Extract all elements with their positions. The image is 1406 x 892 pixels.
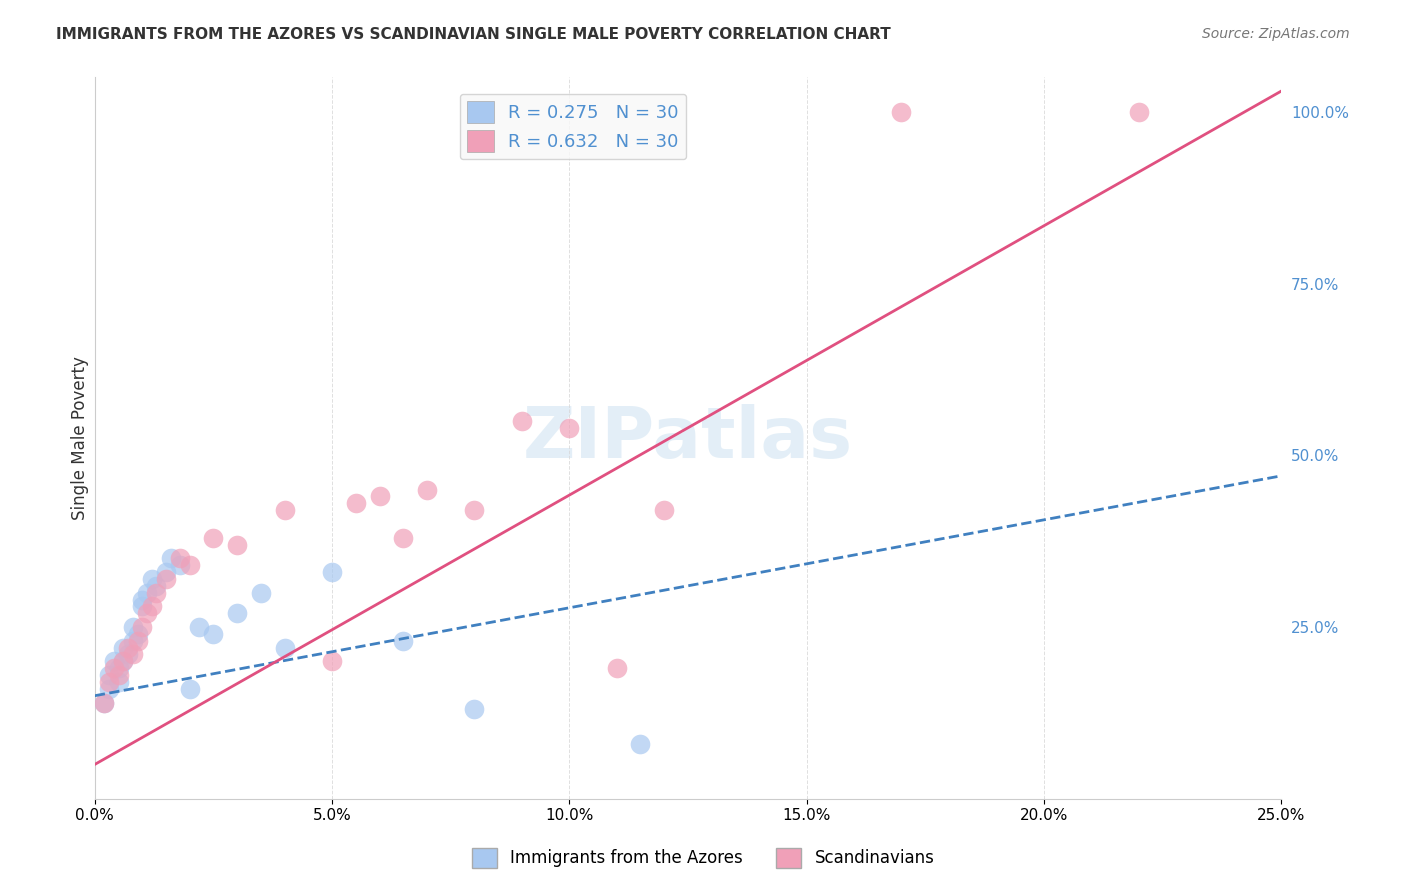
Point [890, 104, 912, 119]
Point [145, 585, 167, 599]
Point [107, 675, 129, 690]
Point [392, 531, 415, 545]
Point [273, 640, 295, 655]
Point [127, 627, 149, 641]
Point [98, 675, 121, 690]
Point [169, 558, 191, 573]
Point [107, 661, 129, 675]
Point [136, 607, 159, 621]
Point [103, 654, 125, 668]
Point [131, 592, 153, 607]
Point [98, 668, 121, 682]
Point [250, 585, 273, 599]
Point [344, 496, 367, 510]
Point [159, 551, 181, 566]
Point [202, 627, 225, 641]
Point [107, 668, 129, 682]
Point [112, 654, 135, 668]
Point [93, 696, 115, 710]
Point [93, 696, 115, 710]
Point [145, 579, 167, 593]
Point [226, 607, 249, 621]
Point [202, 531, 225, 545]
Point [416, 483, 439, 497]
Point [117, 640, 139, 655]
Point [127, 633, 149, 648]
Point [103, 661, 125, 675]
Text: IMMIGRANTS FROM THE AZORES VS SCANDINAVIAN SINGLE MALE POVERTY CORRELATION CHART: IMMIGRANTS FROM THE AZORES VS SCANDINAVI… [56, 27, 891, 42]
Point [169, 551, 191, 566]
Y-axis label: Single Male Poverty: Single Male Poverty [72, 356, 89, 520]
Point [321, 565, 343, 579]
Point [273, 503, 295, 517]
Point [630, 737, 652, 751]
Point [558, 421, 581, 435]
Point [141, 572, 163, 586]
Point [1128, 104, 1150, 119]
Point [652, 503, 675, 517]
Point [392, 633, 415, 648]
Point [121, 648, 143, 662]
Point [121, 633, 143, 648]
Point [155, 572, 177, 586]
Point [368, 490, 391, 504]
Text: ZIPatlas: ZIPatlas [523, 403, 853, 473]
Point [463, 702, 485, 716]
Point [141, 599, 163, 614]
Point [510, 414, 533, 428]
Point [226, 538, 249, 552]
Point [179, 558, 201, 573]
Legend: R = 0.275   N = 30, R = 0.632   N = 30: R = 0.275 N = 30, R = 0.632 N = 30 [460, 94, 686, 160]
Point [321, 654, 343, 668]
Point [98, 681, 121, 696]
Point [117, 648, 139, 662]
Point [131, 620, 153, 634]
Point [112, 654, 135, 668]
Text: Source: ZipAtlas.com: Source: ZipAtlas.com [1202, 27, 1350, 41]
Point [131, 599, 153, 614]
Point [112, 640, 135, 655]
Point [155, 565, 177, 579]
Legend: Immigrants from the Azores, Scandinavians: Immigrants from the Azores, Scandinavian… [465, 841, 941, 875]
Point [188, 620, 211, 634]
Point [463, 503, 485, 517]
Point [179, 681, 201, 696]
Point [136, 585, 159, 599]
Point [121, 620, 143, 634]
Point [606, 661, 628, 675]
